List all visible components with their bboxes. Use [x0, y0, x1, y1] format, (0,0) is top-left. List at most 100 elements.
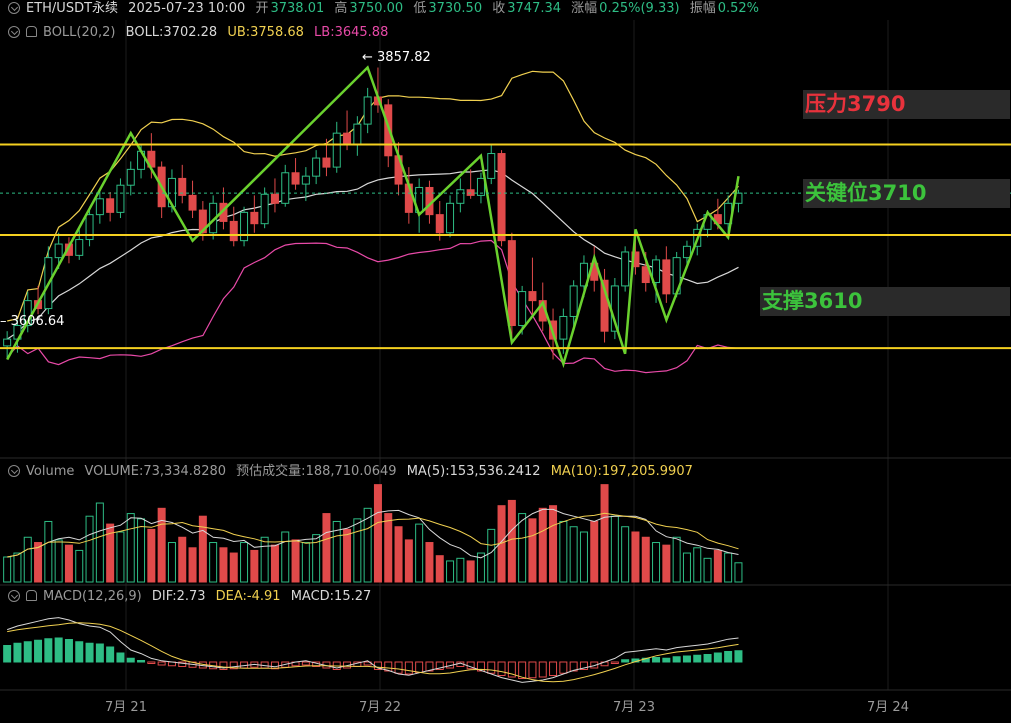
collapse-icon[interactable]	[8, 2, 20, 14]
macd-bar	[569, 661, 578, 672]
volume-bar	[415, 523, 424, 583]
macd-header: MACD(12,26,9) DIF:2.73 DEA:-4.91 MACD:15…	[4, 588, 377, 606]
volume-bar	[476, 552, 485, 583]
macd-bar	[559, 661, 568, 674]
volume-bar	[3, 556, 12, 583]
macd-bar	[157, 661, 166, 666]
symbol: ETH/USDT永续	[26, 1, 119, 16]
macd-bar	[116, 652, 125, 663]
candle-body	[301, 175, 310, 185]
macd-bar	[528, 661, 537, 679]
volume-bar	[75, 549, 84, 583]
candle-body	[569, 285, 578, 317]
candle-body	[466, 189, 475, 196]
macd-bar	[590, 661, 599, 669]
macd-bar	[44, 638, 53, 663]
volume-bar	[682, 552, 691, 583]
volume-bar	[446, 560, 455, 583]
volume-bar	[229, 552, 238, 583]
macd-bar	[13, 642, 22, 663]
collapse-icon[interactable]	[8, 590, 20, 602]
macd-bar	[126, 657, 135, 663]
candle-body	[662, 259, 671, 295]
macd-dea-line	[7, 622, 739, 683]
macd-bar	[425, 661, 434, 672]
candle-body	[363, 96, 372, 125]
candle-body	[198, 209, 207, 234]
candle-body	[682, 245, 691, 259]
candle-body	[54, 243, 63, 259]
macd-bar	[384, 661, 393, 672]
datetime: 2025-07-23 10:00	[128, 1, 246, 16]
candle-body	[188, 194, 197, 211]
volume-bar	[384, 513, 393, 583]
volume-bar	[116, 531, 125, 583]
volume-bar	[425, 542, 434, 583]
macd-bar	[724, 651, 733, 663]
volume-bar	[466, 560, 475, 583]
volume-bar	[157, 507, 166, 583]
volume-bar	[363, 507, 372, 583]
volume-bar	[64, 544, 73, 583]
macd-bar	[693, 654, 702, 663]
resistance-label: 压力3790	[803, 90, 1010, 119]
macd-bar	[394, 661, 403, 674]
candle-body	[250, 211, 259, 225]
candlestick-series	[3, 67, 743, 360]
zigzag-line	[6, 65, 740, 369]
macd-bar	[219, 661, 228, 670]
volume-bar	[713, 549, 722, 583]
candle-body	[240, 211, 249, 242]
volume-bar	[662, 544, 671, 583]
volume-bar	[734, 562, 743, 583]
collapse-icon[interactable]	[8, 26, 20, 38]
volume-bar	[312, 534, 321, 583]
volume-bar	[456, 557, 465, 583]
macd-bar	[682, 655, 691, 663]
macd-bar	[270, 661, 279, 670]
macd-histogram	[3, 617, 743, 683]
volume-bar	[631, 531, 640, 583]
candle-body	[260, 193, 269, 225]
collapse-icon[interactable]	[8, 465, 20, 477]
volume-bar	[240, 542, 249, 583]
volume-bar	[167, 542, 176, 583]
candle-body	[75, 239, 84, 256]
macd-bar	[415, 661, 424, 673]
volume-bar	[579, 531, 588, 583]
low-price-marker: – 3606.64	[0, 314, 65, 329]
candle-body	[353, 123, 362, 145]
x-tick-label: 7月 22	[359, 700, 401, 715]
candle-body	[322, 157, 331, 168]
candle-body	[456, 189, 465, 204]
volume-bar	[301, 542, 310, 583]
macd-bar	[75, 641, 84, 663]
candle-body	[446, 202, 455, 234]
bollinger-bands	[6, 70, 739, 374]
alert-bell-icon[interactable]	[26, 590, 37, 601]
alert-bell-icon[interactable]	[26, 26, 37, 37]
volume-bar	[435, 555, 444, 583]
volume-bars	[3, 484, 743, 583]
volume-bar	[322, 513, 331, 583]
candle-body	[95, 198, 104, 216]
volume-bar	[394, 526, 403, 583]
volume-bar	[291, 539, 300, 583]
volume-bar	[332, 520, 341, 583]
volume-bar	[528, 518, 537, 583]
macd-bar	[137, 660, 146, 663]
volume-bar	[569, 526, 578, 583]
candle-body	[332, 132, 341, 168]
macd-bar	[476, 661, 485, 672]
x-tick-label: 7月 24	[867, 700, 909, 715]
candle-body	[116, 184, 125, 213]
macd-bar	[147, 661, 156, 664]
macd-bar	[662, 657, 671, 663]
volume-bar	[250, 549, 259, 583]
volume-bar	[693, 547, 702, 583]
volume-bar	[652, 542, 661, 583]
macd-bar	[229, 661, 238, 670]
macd-bar	[538, 661, 547, 678]
macd-bar	[610, 661, 619, 664]
